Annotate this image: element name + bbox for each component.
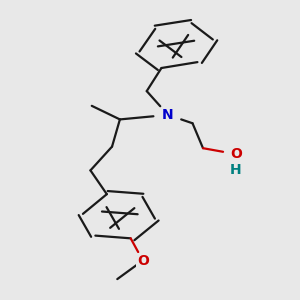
Text: H: H (230, 164, 242, 177)
Text: O: O (137, 254, 149, 268)
Text: H: H (230, 166, 242, 180)
Text: N: N (162, 108, 174, 122)
Text: O: O (230, 147, 242, 161)
